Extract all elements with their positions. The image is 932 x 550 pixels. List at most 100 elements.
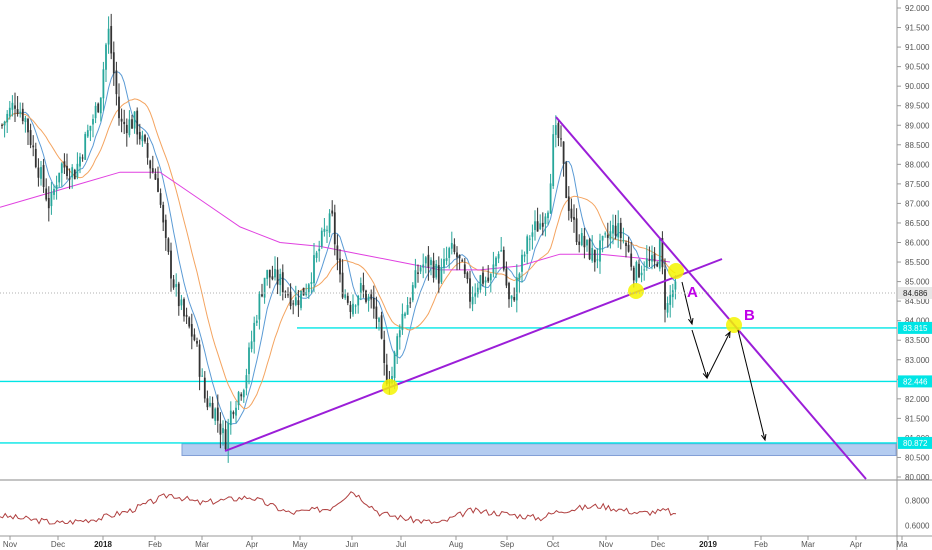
arrow-head <box>688 318 694 326</box>
candle-body <box>645 258 648 268</box>
candle-body <box>274 268 276 278</box>
candle-body <box>596 259 599 261</box>
candle-body <box>346 295 349 303</box>
candle-body <box>385 364 388 385</box>
candles-layer <box>1 13 677 463</box>
level-badge: 80.872 <box>903 439 928 448</box>
candle-body <box>445 258 448 261</box>
candle-body <box>14 105 16 109</box>
candle-body <box>37 167 40 178</box>
candle-body <box>606 234 609 238</box>
candle-body <box>97 103 100 113</box>
arrow-head <box>761 433 767 442</box>
candle-body <box>466 272 469 280</box>
oscillator-line <box>0 491 677 526</box>
candle-body <box>653 253 656 262</box>
candle-body <box>3 121 6 126</box>
candle-body <box>601 235 604 241</box>
time-tick-label: Sep <box>500 540 515 549</box>
candle-body <box>573 216 575 220</box>
candle-body <box>339 258 341 275</box>
candle-body <box>27 118 29 133</box>
highlight-circle <box>382 379 398 395</box>
candle-body <box>471 296 474 305</box>
candle-body <box>424 257 427 264</box>
time-tick-label: Jul <box>396 540 406 549</box>
price-tick-label: 91.000 <box>905 43 930 52</box>
candle-body <box>450 242 453 249</box>
candle-body <box>73 169 76 180</box>
price-tick-label: 80.500 <box>905 453 930 462</box>
candle-body <box>79 156 81 167</box>
price-tick-label: 89.000 <box>905 121 930 130</box>
candle-body <box>232 412 235 415</box>
candle-body <box>419 267 422 272</box>
candle-body <box>411 285 414 301</box>
candle-body <box>76 163 79 178</box>
candle-body <box>289 291 292 307</box>
candle-body <box>500 250 503 252</box>
candle-body <box>349 304 352 312</box>
candle-body <box>487 277 490 282</box>
arrow-head <box>725 330 731 339</box>
candle-body <box>133 111 136 129</box>
time-tick-label: Apr <box>850 540 863 549</box>
candle-body <box>375 306 378 319</box>
candle-body <box>435 263 438 278</box>
price-tick-label: 80.000 <box>905 473 930 482</box>
candle-body <box>258 294 261 320</box>
candle-body <box>159 193 162 205</box>
candle-body <box>495 257 497 267</box>
candle-body <box>123 121 126 125</box>
candle-body <box>651 255 653 262</box>
candle-body <box>263 277 266 298</box>
time-axis[interactable]: Nov Dec 2018 Feb Mar Apr May Jun Jul Aug Sep Oct Nov… <box>3 536 908 549</box>
candle-body <box>16 109 19 115</box>
price-axis[interactable]: 92.000 91.500 91.000 90.500 90.000 89.500 89.0… <box>897 4 930 482</box>
price-tick-label: 85.500 <box>905 258 930 267</box>
candle-body <box>154 173 157 180</box>
candle-body <box>430 259 432 265</box>
price-tick-label: 81.500 <box>905 414 930 423</box>
candle-body <box>268 269 271 278</box>
candle-body <box>235 407 237 416</box>
candle-body <box>175 284 178 287</box>
candle-body <box>313 255 315 284</box>
candle-body <box>630 253 633 267</box>
candle-body <box>99 97 102 114</box>
candle-body <box>229 410 232 426</box>
level-badge-bg <box>898 375 932 388</box>
oscillator-tick-label: 0.6000 <box>905 522 930 531</box>
candle-body <box>482 272 484 284</box>
time-tick-label: Oct <box>547 540 560 549</box>
candle-body <box>635 261 638 282</box>
projection-arrow <box>737 329 766 441</box>
time-tick-label: Mar <box>801 540 815 549</box>
price-tick-label: 83.000 <box>905 356 930 365</box>
candle-body <box>583 235 586 248</box>
price-tick-label: 83.500 <box>905 336 930 345</box>
candle-body <box>141 135 144 142</box>
candle-body <box>510 295 513 299</box>
candle-body <box>557 123 560 139</box>
price-tick-label: 84.000 <box>905 317 930 326</box>
time-tick-label: Ma <box>896 540 908 549</box>
candle-body <box>214 408 217 421</box>
candle-body <box>128 119 131 136</box>
candle-body <box>409 302 412 304</box>
candle-body <box>328 213 331 233</box>
candle-body <box>42 165 45 187</box>
candle-body <box>219 423 222 435</box>
candle-body <box>58 172 61 183</box>
candle-body <box>383 339 386 363</box>
candle-body <box>248 347 250 375</box>
candle-body <box>544 216 547 225</box>
candle-body <box>167 238 170 252</box>
candle-body <box>492 264 495 273</box>
candle-body <box>302 287 305 296</box>
candle-body <box>71 167 74 178</box>
candle-body <box>398 330 401 338</box>
candle-body <box>271 276 274 280</box>
candle-body <box>177 283 180 307</box>
